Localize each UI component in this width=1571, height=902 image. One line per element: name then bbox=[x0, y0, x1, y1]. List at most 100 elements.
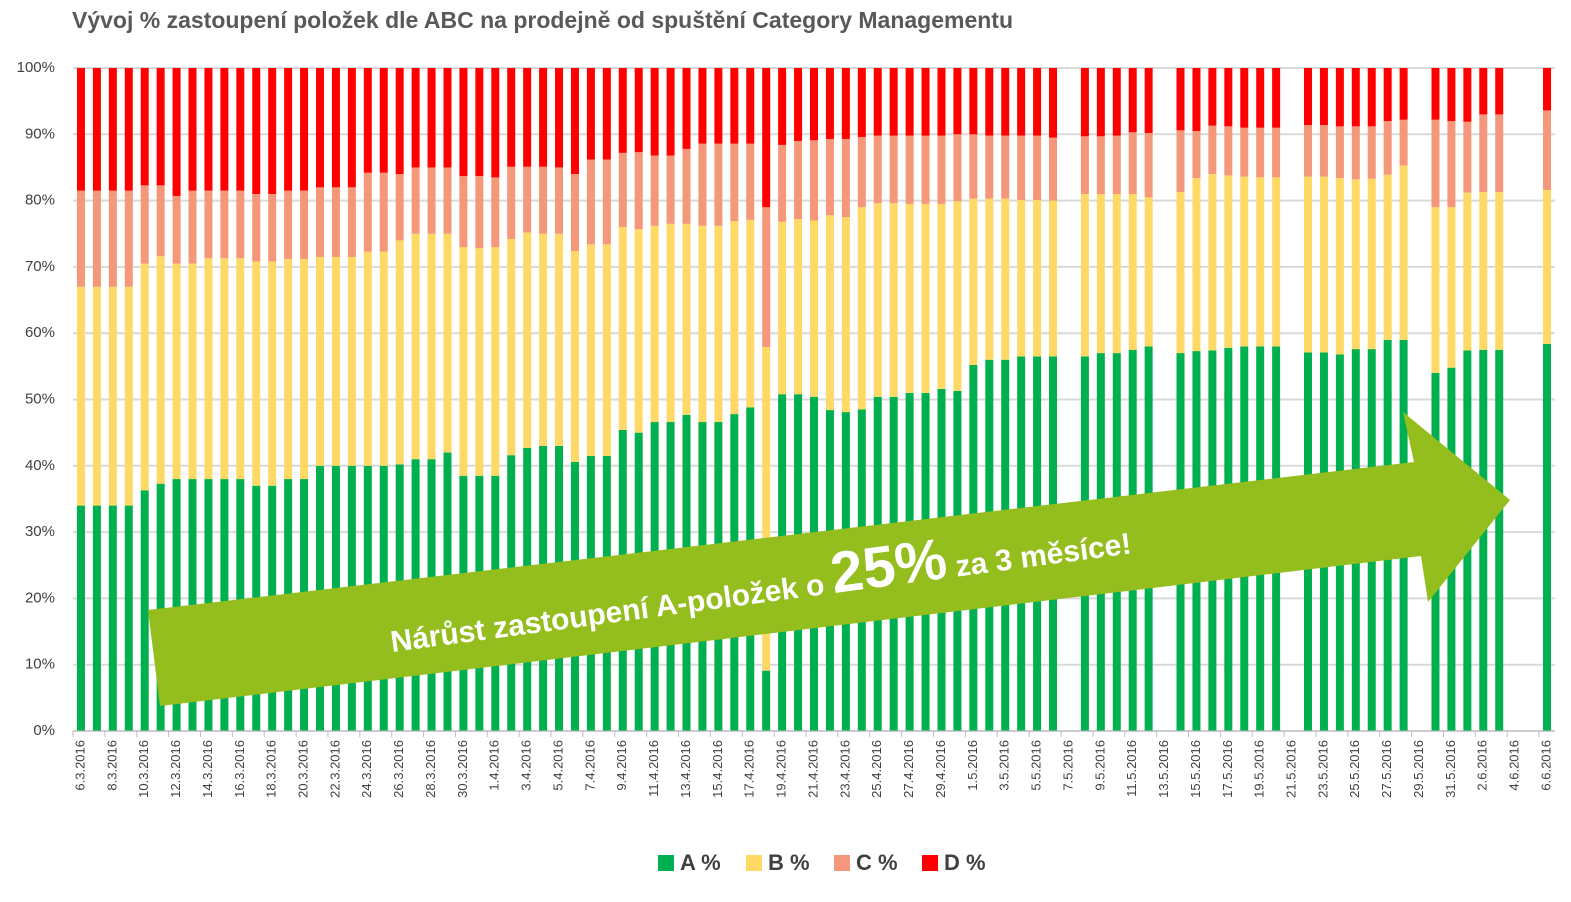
bar-segment bbox=[1383, 174, 1392, 340]
bar-segment bbox=[1112, 193, 1121, 354]
bar-segment bbox=[316, 68, 324, 188]
bar-segment bbox=[236, 68, 245, 191]
bar-segment bbox=[730, 68, 739, 144]
bar-segment bbox=[188, 190, 197, 264]
bar-segment bbox=[650, 225, 659, 423]
bar-segment bbox=[1049, 68, 1058, 138]
bar-segment bbox=[316, 256, 324, 466]
bar-segment bbox=[1256, 68, 1265, 128]
bar-segment bbox=[1479, 114, 1488, 192]
bar-segment bbox=[1304, 176, 1312, 353]
bar-segment bbox=[252, 193, 261, 262]
legend-swatch bbox=[746, 855, 762, 871]
bar-segment bbox=[443, 233, 452, 453]
bar-segment bbox=[857, 207, 866, 410]
bar-segment bbox=[1017, 68, 1026, 136]
bar-segment bbox=[1049, 200, 1058, 357]
bar-segment bbox=[204, 190, 213, 259]
bar-segment bbox=[236, 258, 245, 480]
bar-segment bbox=[905, 135, 914, 204]
bar-segment bbox=[937, 68, 946, 136]
bar-segment bbox=[586, 244, 595, 456]
bar-segment bbox=[698, 143, 707, 226]
bar-segment bbox=[1240, 127, 1249, 177]
x-tick-label: 6.3.2016 bbox=[72, 740, 87, 791]
bar-segment bbox=[1272, 177, 1281, 347]
bar-segment bbox=[921, 203, 930, 393]
bar-segment bbox=[475, 176, 484, 249]
bar-segment bbox=[682, 148, 691, 224]
bar-segment bbox=[889, 135, 898, 204]
bar-segment bbox=[172, 195, 181, 264]
bar-segment bbox=[188, 263, 197, 480]
bar-segment bbox=[857, 68, 866, 137]
bar-segment bbox=[507, 68, 516, 167]
bar-segment bbox=[634, 152, 643, 230]
bar-segment bbox=[730, 221, 739, 415]
bar-segment bbox=[778, 221, 787, 395]
bar-segment bbox=[1224, 68, 1233, 127]
bar-segment bbox=[602, 68, 611, 160]
bar-segment bbox=[746, 68, 755, 144]
bar-segment bbox=[969, 68, 978, 135]
x-tick-label: 1.4.2016 bbox=[487, 740, 502, 791]
x-tick-label: 21.4.2016 bbox=[805, 740, 820, 798]
bar-segment bbox=[905, 203, 914, 393]
bar-segment bbox=[108, 286, 117, 506]
bar-segment bbox=[762, 68, 771, 208]
bar-segment bbox=[618, 152, 627, 228]
x-tick-label: 23.5.2016 bbox=[1315, 740, 1330, 798]
bar-segment bbox=[794, 219, 803, 395]
x-tick-label: 29.4.2016 bbox=[933, 740, 948, 798]
x-tick-label: 9.4.2016 bbox=[614, 740, 629, 791]
bar-segment bbox=[363, 68, 372, 173]
bar-segment bbox=[666, 68, 675, 156]
bar-segment bbox=[1144, 197, 1153, 347]
x-tick-label: 12.3.2016 bbox=[168, 740, 183, 798]
bar-segment bbox=[316, 187, 324, 257]
bar-segment bbox=[810, 140, 818, 221]
x-tick-label: 29.5.2016 bbox=[1411, 740, 1426, 798]
x-tick-label: 19.4.2016 bbox=[774, 740, 789, 798]
x-tick-label: 7.4.2016 bbox=[582, 740, 597, 791]
x-tick-label: 5.5.2016 bbox=[1029, 740, 1044, 791]
x-tick-label: 8.3.2016 bbox=[104, 740, 119, 791]
bar-segment bbox=[1240, 176, 1249, 347]
y-tick-label: 10% bbox=[25, 656, 55, 673]
x-tick-label: 28.3.2016 bbox=[423, 740, 438, 798]
bar-segment bbox=[937, 203, 946, 389]
legend-label: C % bbox=[856, 850, 898, 875]
bar-segment bbox=[634, 68, 643, 153]
bar-segment bbox=[794, 140, 803, 220]
bar-segment bbox=[1304, 68, 1312, 126]
bar-segment bbox=[427, 167, 436, 234]
bar-segment bbox=[443, 68, 452, 168]
bar-segment bbox=[666, 155, 675, 224]
bar-segment bbox=[1208, 174, 1217, 351]
bar-segment bbox=[570, 174, 579, 251]
bar-segment bbox=[555, 167, 564, 234]
x-tick-label: 15.5.2016 bbox=[1188, 740, 1203, 798]
bar-segment bbox=[714, 225, 723, 423]
bar-segment bbox=[268, 193, 277, 262]
bar-segment bbox=[507, 166, 516, 240]
bar-segment bbox=[1176, 130, 1185, 192]
bar-segment bbox=[905, 68, 914, 136]
x-tick-label: 26.3.2016 bbox=[391, 740, 406, 798]
bar-segment bbox=[1128, 132, 1137, 194]
x-tick-label: 4.6.2016 bbox=[1507, 740, 1522, 791]
bar-segment bbox=[1463, 121, 1472, 193]
legend-swatch bbox=[922, 855, 938, 871]
x-tick-label: 27.4.2016 bbox=[901, 740, 916, 798]
bar-segment bbox=[539, 68, 548, 167]
bar-segment bbox=[1543, 189, 1552, 344]
bar-segment bbox=[363, 172, 372, 252]
x-tick-label: 30.3.2016 bbox=[455, 740, 470, 798]
bar-segment bbox=[300, 68, 309, 191]
x-tick-label: 15.4.2016 bbox=[710, 740, 725, 798]
bar-segment bbox=[1192, 178, 1201, 352]
chart-title: Vývoj % zastoupení položek dle ABC na pr… bbox=[72, 7, 1013, 33]
bar-segment bbox=[156, 68, 165, 186]
bar-segment bbox=[1096, 136, 1105, 194]
bar-segment bbox=[1383, 68, 1392, 122]
